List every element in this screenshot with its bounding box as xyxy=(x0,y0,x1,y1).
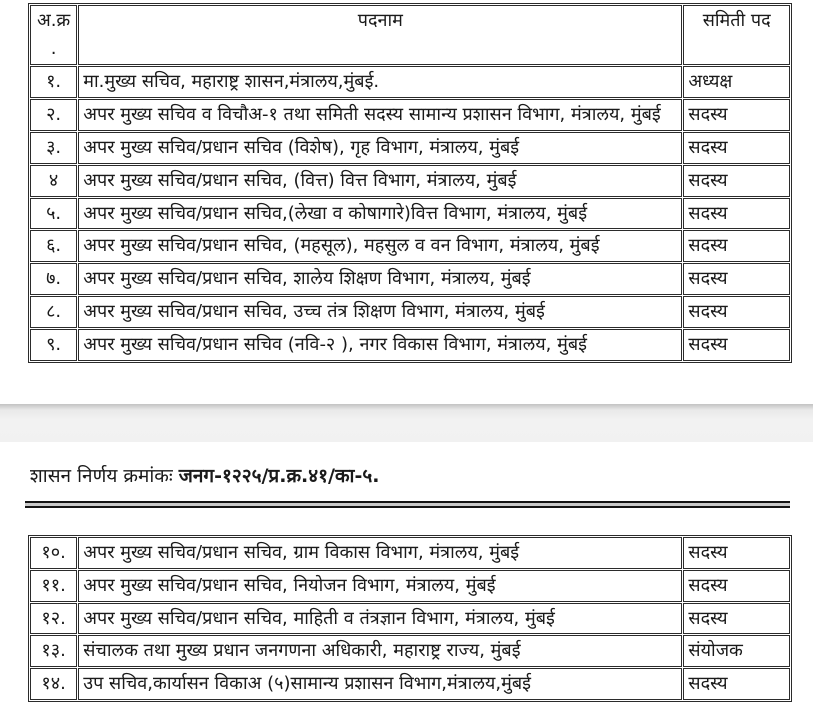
committee-post-cell: सदस्य xyxy=(683,296,790,329)
table-row: ११. अपर मुख्य सचिव/प्रधान सचिव, नियोजन वि… xyxy=(30,569,790,602)
page-break-band xyxy=(0,404,813,443)
table-row: १२. अपर मुख्य सचिव/प्रधान सचिव, माहिती व … xyxy=(30,602,790,635)
gr-number-line: शासन निर्णय क्रमांकः जनग-१२२५/प्र.क्र.४१… xyxy=(30,465,813,488)
document-page: अ.क्र . पदनाम समिती पद १. मा.मुख्य सचिव, … xyxy=(0,3,813,722)
column-header-designation: पदनाम xyxy=(78,5,683,65)
serial-cell: ५. xyxy=(30,197,78,230)
serial-cell: ४ xyxy=(30,164,78,197)
double-rule-divider xyxy=(25,500,790,508)
column-header-serial: अ.क्र . xyxy=(30,5,78,65)
designation-cell: अपर मुख्य सचिव/प्रधान सचिव (नवि-२ ), नगर… xyxy=(78,329,683,362)
table-row: १४. उप सचिव,कार्यासन विकाअ (५)सामान्य प्र… xyxy=(30,668,790,701)
serial-cell: ६. xyxy=(30,230,78,263)
designation-cell: संचालक तथा मुख्य प्रधान जनगणना अधिकारी, … xyxy=(78,635,683,668)
serial-cell: १३. xyxy=(30,635,78,668)
table-row: १०. अपर मुख्य सचिव/प्रधान सचिव, ग्राम विक… xyxy=(30,536,790,569)
designation-cell: अपर मुख्य सचिव/प्रधान सचिव, उच्च तंत्र श… xyxy=(78,296,683,329)
designation-cell: अपर मुख्य सचिव/प्रधान सचिव, माहिती व तंत… xyxy=(78,602,683,635)
designation-cell: उप सचिव,कार्यासन विकाअ (५)सामान्य प्रशास… xyxy=(78,668,683,701)
serial-cell: १२. xyxy=(30,602,78,635)
serial-cell: ८. xyxy=(30,296,78,329)
committee-post-cell: सदस्य xyxy=(683,329,790,362)
serial-cell: ९. xyxy=(30,329,78,362)
gr-prefix-text: शासन निर्णय क्रमांकः xyxy=(30,465,179,488)
gr-number-text: जनग-१२२५/प्र.क्र.४१/का-५. xyxy=(178,465,380,488)
committee-post-cell: सदस्य xyxy=(683,569,790,602)
designation-cell: अपर मुख्य सचिव/प्रधान सचिव, शालेय शिक्षण… xyxy=(78,263,683,296)
table-row: ९. अपर मुख्य सचिव/प्रधान सचिव (नवि-२ ), न… xyxy=(30,329,790,362)
committee-post-cell: सदस्य xyxy=(683,164,790,197)
table-row: ६. अपर मुख्य सचिव/प्रधान सचिव, (महसूल), म… xyxy=(30,230,790,263)
designation-cell: अपर मुख्य सचिव व विचौअ-१ तथा समिती सदस्य… xyxy=(78,98,683,131)
designation-cell: अपर मुख्य सचिव/प्रधान सचिव, ग्राम विकास … xyxy=(78,536,683,569)
table-row: २. अपर मुख्य सचिव व विचौअ-१ तथा समिती सदस… xyxy=(30,98,790,131)
committee-post-cell: संयोजक xyxy=(683,635,790,668)
committee-post-cell: सदस्य xyxy=(683,197,790,230)
table-row: ५. अपर मुख्य सचिव/प्रधान सचिव,(लेखा व कोष… xyxy=(30,197,790,230)
serial-cell: १. xyxy=(30,66,78,98)
table-row: ८. अपर मुख्य सचिव/प्रधान सचिव, उच्च तंत्र… xyxy=(30,296,790,329)
serial-cell: ११. xyxy=(30,569,78,602)
designation-cell: अपर मुख्य सचिव/प्रधान सचिव, नियोजन विभाग… xyxy=(78,569,683,602)
table-row: १३. संचालक तथा मुख्य प्रधान जनगणना अधिकार… xyxy=(30,635,790,668)
serial-cell: १४. xyxy=(30,668,78,701)
committee-table-top: अ.क्र . पदनाम समिती पद १. मा.मुख्य सचिव, … xyxy=(28,3,792,364)
header-row: अ.क्र . पदनाम समिती पद xyxy=(30,5,790,65)
designation-cell: अपर मुख्य सचिव/प्रधान सचिव, (वित्त) वित्… xyxy=(78,164,683,197)
column-header-committee-post: समिती पद xyxy=(683,5,790,65)
committee-table-top-body: १. मा.मुख्य सचिव, महाराष्ट्र शासन,मंत्राल… xyxy=(30,66,790,362)
committee-post-cell: अध्यक्ष xyxy=(683,66,790,98)
column-header-serial-line2: . xyxy=(50,37,57,59)
committee-post-cell: सदस्य xyxy=(683,536,790,569)
committee-post-cell: सदस्य xyxy=(683,230,790,263)
column-header-serial-line1: अ.क्र xyxy=(36,10,71,31)
designation-cell: अपर मुख्य सचिव/प्रधान सचिव (विशेष), गृह … xyxy=(78,131,683,164)
table-row: ४ अपर मुख्य सचिव/प्रधान सचिव, (वित्त) वित… xyxy=(30,164,790,197)
committee-post-cell: सदस्य xyxy=(683,263,790,296)
designation-cell: मा.मुख्य सचिव, महाराष्ट्र शासन,मंत्रालय,… xyxy=(78,66,683,98)
designation-cell: अपर मुख्य सचिव/प्रधान सचिव,(लेखा व कोषाग… xyxy=(78,197,683,230)
designation-cell: अपर मुख्य सचिव/प्रधान सचिव, (महसूल), महस… xyxy=(78,230,683,263)
committee-post-cell: सदस्य xyxy=(683,98,790,131)
table-row: १. मा.मुख्य सचिव, महाराष्ट्र शासन,मंत्राल… xyxy=(30,66,790,98)
table-row: ३. अपर मुख्य सचिव/प्रधान सचिव (विशेष), गृ… xyxy=(30,131,790,164)
committee-post-cell: सदस्य xyxy=(683,668,790,701)
committee-table-bottom: १०. अपर मुख्य सचिव/प्रधान सचिव, ग्राम विक… xyxy=(28,534,792,703)
table-row: ७. अपर मुख्य सचिव/प्रधान सचिव, शालेय शिक्… xyxy=(30,263,790,296)
committee-post-cell: सदस्य xyxy=(683,602,790,635)
committee-table-bottom-body: १०. अपर मुख्य सचिव/प्रधान सचिव, ग्राम विक… xyxy=(30,536,790,701)
serial-cell: ७. xyxy=(30,263,78,296)
serial-cell: ३. xyxy=(30,131,78,164)
committee-post-cell: सदस्य xyxy=(683,131,790,164)
serial-cell: २. xyxy=(30,98,78,131)
serial-cell: १०. xyxy=(30,536,78,569)
